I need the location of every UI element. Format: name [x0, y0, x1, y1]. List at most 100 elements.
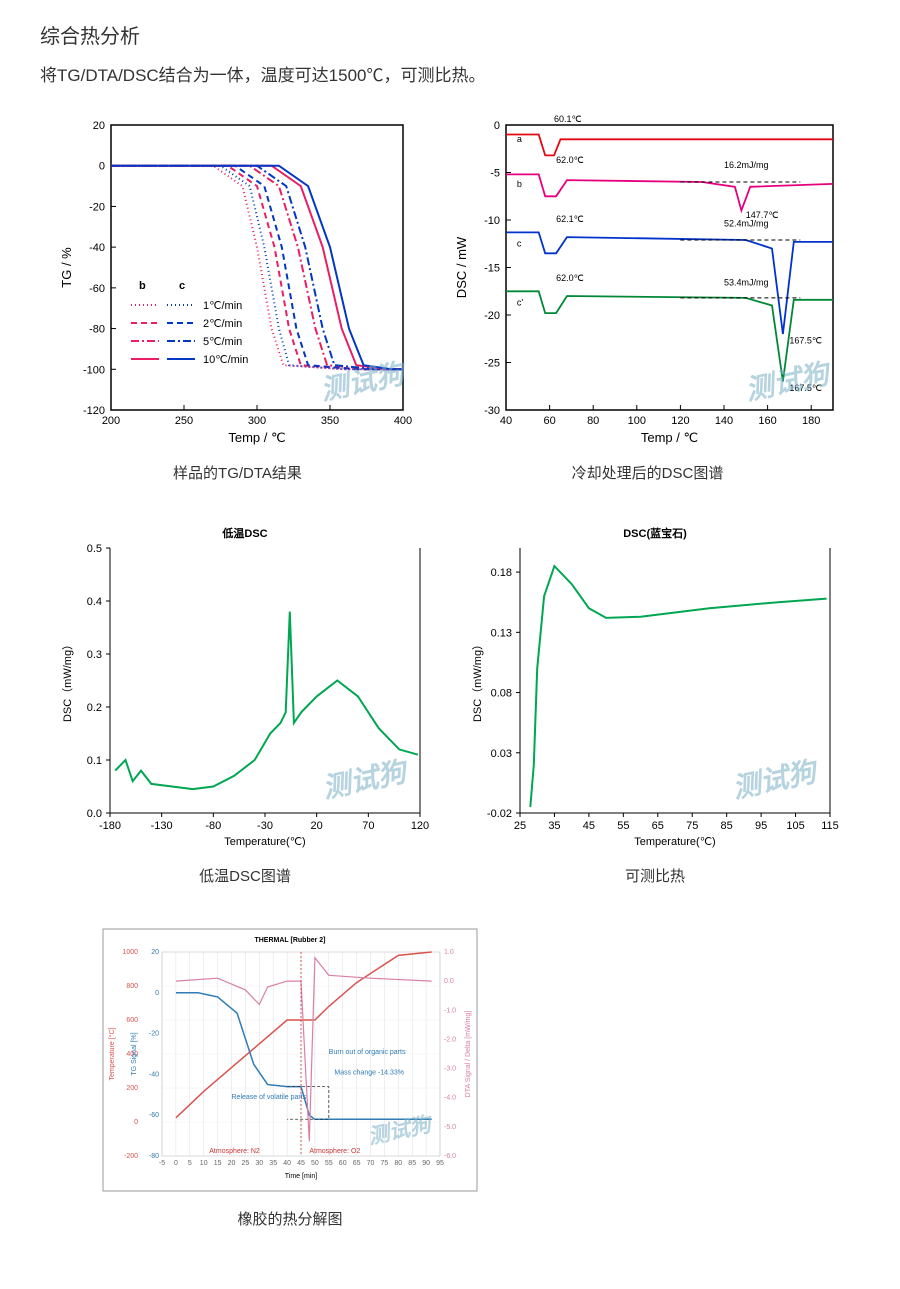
svg-text:-180: -180 [99, 820, 121, 832]
svg-text:0.0: 0.0 [444, 978, 454, 985]
svg-text:90: 90 [422, 1160, 430, 1167]
svg-text:-6.0: -6.0 [444, 1153, 456, 1160]
chart5-caption: 橡胶的热分解图 [237, 1208, 342, 1229]
svg-text:0: 0 [134, 1119, 138, 1126]
svg-text:45: 45 [583, 820, 595, 832]
svg-text:160: 160 [758, 415, 776, 427]
chart1-cell: 200250300350400-120-100-80-60-40-20020Te… [53, 110, 423, 483]
svg-text:55: 55 [325, 1160, 333, 1167]
svg-text:a: a [516, 134, 521, 144]
svg-text:95: 95 [436, 1160, 444, 1167]
chart-row-3: THERMAL [Rubber 2]-505101520253035404550… [40, 926, 860, 1229]
svg-text:95: 95 [755, 820, 767, 832]
svg-text:1.0: 1.0 [444, 949, 454, 956]
svg-text:115: 115 [821, 820, 839, 832]
svg-text:20: 20 [92, 120, 104, 132]
svg-text:-60: -60 [89, 283, 105, 295]
svg-text:DSC(蓝宝石): DSC(蓝宝石) [623, 526, 687, 540]
svg-text:75: 75 [381, 1160, 389, 1167]
svg-text:20: 20 [311, 820, 323, 832]
svg-text:62.1℃: 62.1℃ [556, 214, 584, 224]
svg-text:40: 40 [499, 415, 511, 427]
svg-text:-4.0: -4.0 [444, 1095, 456, 1102]
svg-text:-40: -40 [149, 1071, 159, 1078]
svg-text:62.0℃: 62.0℃ [556, 155, 584, 165]
svg-text:40: 40 [283, 1160, 291, 1167]
svg-text:-25: -25 [484, 358, 500, 370]
svg-text:62.0℃: 62.0℃ [556, 273, 584, 283]
svg-text:0.0: 0.0 [87, 808, 102, 820]
svg-text:80: 80 [394, 1160, 402, 1167]
svg-text:35: 35 [269, 1160, 277, 1167]
svg-text:15: 15 [214, 1160, 222, 1167]
chart2-svg: 406080100120140160180-30-25-20-15-10-50T… [448, 110, 848, 450]
svg-text:-200: -200 [124, 1153, 138, 1160]
svg-text:53.4mJ/mg: 53.4mJ/mg [724, 278, 769, 288]
svg-text:c: c [179, 280, 185, 292]
svg-text:-80: -80 [149, 1153, 159, 1160]
svg-text:0: 0 [174, 1160, 178, 1167]
svg-text:0.13: 0.13 [491, 627, 512, 639]
svg-text:120: 120 [671, 415, 689, 427]
svg-text:DSC（mW/mg）: DSC（mW/mg） [61, 639, 74, 722]
svg-text:0.4: 0.4 [87, 596, 102, 608]
svg-text:-20: -20 [89, 201, 105, 213]
chart1-caption: 样品的TG/DTA结果 [173, 462, 302, 483]
svg-text:Mass change -14.33%: Mass change -14.33% [334, 1069, 404, 1076]
svg-text:b: b [139, 280, 146, 292]
svg-text:-100: -100 [82, 364, 104, 376]
svg-text:5℃/min: 5℃/min [203, 336, 242, 348]
svg-text:测试狗: 测试狗 [320, 755, 413, 804]
chart5-svg: THERMAL [Rubber 2]-505101520253035404550… [100, 926, 480, 1196]
svg-text:200: 200 [126, 1085, 138, 1092]
svg-text:60.1℃: 60.1℃ [553, 114, 581, 124]
svg-text:300: 300 [247, 415, 265, 427]
chart-row-2: 低温DSC-180-130-80-3020701200.00.10.20.30.… [40, 523, 860, 886]
svg-text:25: 25 [242, 1160, 250, 1167]
svg-text:0.5: 0.5 [87, 543, 102, 555]
chart3-caption: 低温DSC图谱 [199, 865, 291, 886]
svg-text:Temperature(℃): Temperature(℃) [634, 836, 715, 848]
svg-text:-20: -20 [484, 310, 500, 322]
chart4-cell: DSC(蓝宝石)2535455565758595105115-0.020.030… [465, 523, 845, 886]
svg-text:55: 55 [617, 820, 629, 832]
svg-text:75: 75 [686, 820, 698, 832]
svg-text:-20: -20 [149, 1031, 159, 1038]
svg-text:60: 60 [543, 415, 555, 427]
svg-text:0.3: 0.3 [87, 649, 102, 661]
svg-text:-30: -30 [484, 405, 500, 417]
svg-text:-30: -30 [257, 820, 273, 832]
svg-text:250: 250 [174, 415, 192, 427]
svg-text:Temperature(℃): Temperature(℃) [224, 836, 305, 848]
svg-text:20: 20 [228, 1160, 236, 1167]
svg-text:100: 100 [627, 415, 645, 427]
svg-text:35: 35 [548, 820, 560, 832]
svg-text:167.5℃: 167.5℃ [789, 336, 822, 346]
svg-text:Atmosphere: O2: Atmosphere: O2 [309, 1148, 360, 1155]
svg-text:1000: 1000 [122, 949, 138, 956]
page-title: 综合热分析 [40, 20, 860, 49]
svg-text:c: c [516, 239, 521, 249]
svg-text:Atmosphere: N2: Atmosphere: N2 [209, 1148, 260, 1155]
svg-text:52.4mJ/mg: 52.4mJ/mg [724, 219, 769, 229]
svg-text:85: 85 [721, 820, 733, 832]
svg-text:-3.0: -3.0 [444, 1066, 456, 1073]
svg-text:70: 70 [367, 1160, 375, 1167]
svg-text:2℃/min: 2℃/min [203, 318, 242, 330]
svg-text:-40: -40 [89, 242, 105, 254]
chart1-svg: 200250300350400-120-100-80-60-40-20020Te… [53, 110, 423, 450]
page-subtitle: 将TG/DTA/DSC结合为一体，温度可达1500℃，可测比热。 [40, 61, 860, 86]
svg-text:120: 120 [411, 820, 429, 832]
svg-text:30: 30 [255, 1160, 263, 1167]
svg-text:低温DSC: 低温DSC [221, 526, 267, 540]
svg-text:70: 70 [362, 820, 374, 832]
svg-text:DSC / mW: DSC / mW [454, 236, 469, 298]
svg-text:0: 0 [98, 161, 104, 173]
svg-text:-80: -80 [205, 820, 221, 832]
svg-text:-60: -60 [149, 1112, 159, 1119]
svg-text:65: 65 [353, 1160, 361, 1167]
svg-text:0.2: 0.2 [87, 702, 102, 714]
svg-text:85: 85 [408, 1160, 416, 1167]
svg-text:140: 140 [714, 415, 732, 427]
chart-row-1: 200250300350400-120-100-80-60-40-20020Te… [40, 110, 860, 483]
